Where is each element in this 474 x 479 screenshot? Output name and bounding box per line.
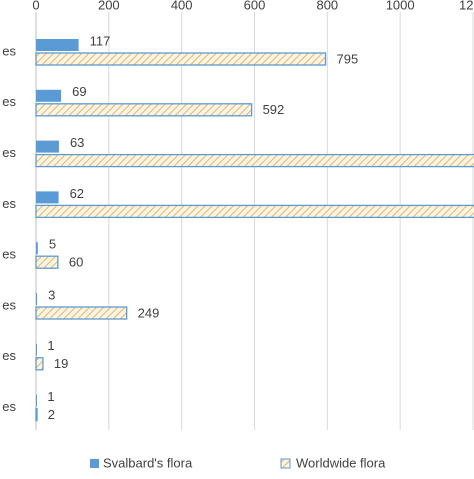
- bar: [36, 293, 38, 305]
- y-tick-label: es: [2, 297, 16, 312]
- bar: [35, 255, 59, 269]
- x-tick-label: 200: [98, 0, 120, 12]
- x-tick-label: 800: [316, 0, 338, 12]
- y-tick-label: es: [2, 145, 16, 160]
- legend-label: Worldwide flora: [296, 455, 386, 470]
- bar: [35, 407, 38, 422]
- y-tick-label: es: [2, 94, 16, 109]
- x-tick-label: 0: [32, 0, 39, 12]
- bar: [36, 89, 62, 102]
- data-label: 795: [337, 51, 359, 66]
- bar: [35, 103, 253, 117]
- x-tick-label: 600: [244, 0, 266, 12]
- data-label: 1: [47, 338, 54, 353]
- data-label: 63: [70, 135, 84, 150]
- y-tick-label: es: [2, 348, 16, 363]
- data-label: 592: [263, 102, 285, 117]
- bar: [36, 140, 59, 153]
- data-label: 117: [90, 33, 111, 48]
- data-label: 5: [49, 237, 56, 252]
- bar: [36, 191, 59, 204]
- x-tick-label: 400: [171, 0, 193, 12]
- data-label: 3: [48, 287, 55, 302]
- x-tick-label: 1000: [386, 0, 415, 12]
- data-label: 19: [54, 356, 68, 371]
- bar: [35, 306, 128, 320]
- x-tick-label: 12: [459, 0, 473, 12]
- data-label: 249: [138, 305, 160, 320]
- data-label: 62: [70, 186, 84, 201]
- data-label: 1: [47, 389, 54, 404]
- y-tick-label: es: [2, 399, 16, 414]
- bar: [35, 357, 44, 371]
- legend-swatch: [280, 458, 291, 469]
- bar: [35, 52, 327, 66]
- bar: [36, 394, 37, 407]
- bar: [36, 39, 79, 51]
- data-label: 60: [69, 255, 83, 270]
- bar: [36, 343, 37, 356]
- legend-swatch: [90, 459, 99, 468]
- plot: [35, 39, 474, 422]
- y-tick-label: es: [2, 247, 16, 262]
- legend-label: Svalbard's flora: [103, 455, 193, 470]
- data-label: 2: [48, 407, 55, 422]
- bar: [36, 242, 38, 255]
- bar: [35, 204, 474, 219]
- bar: [35, 153, 474, 168]
- y-tick-label: es: [2, 43, 16, 58]
- data-label: 69: [72, 84, 86, 99]
- y-tick-label: es: [2, 196, 16, 211]
